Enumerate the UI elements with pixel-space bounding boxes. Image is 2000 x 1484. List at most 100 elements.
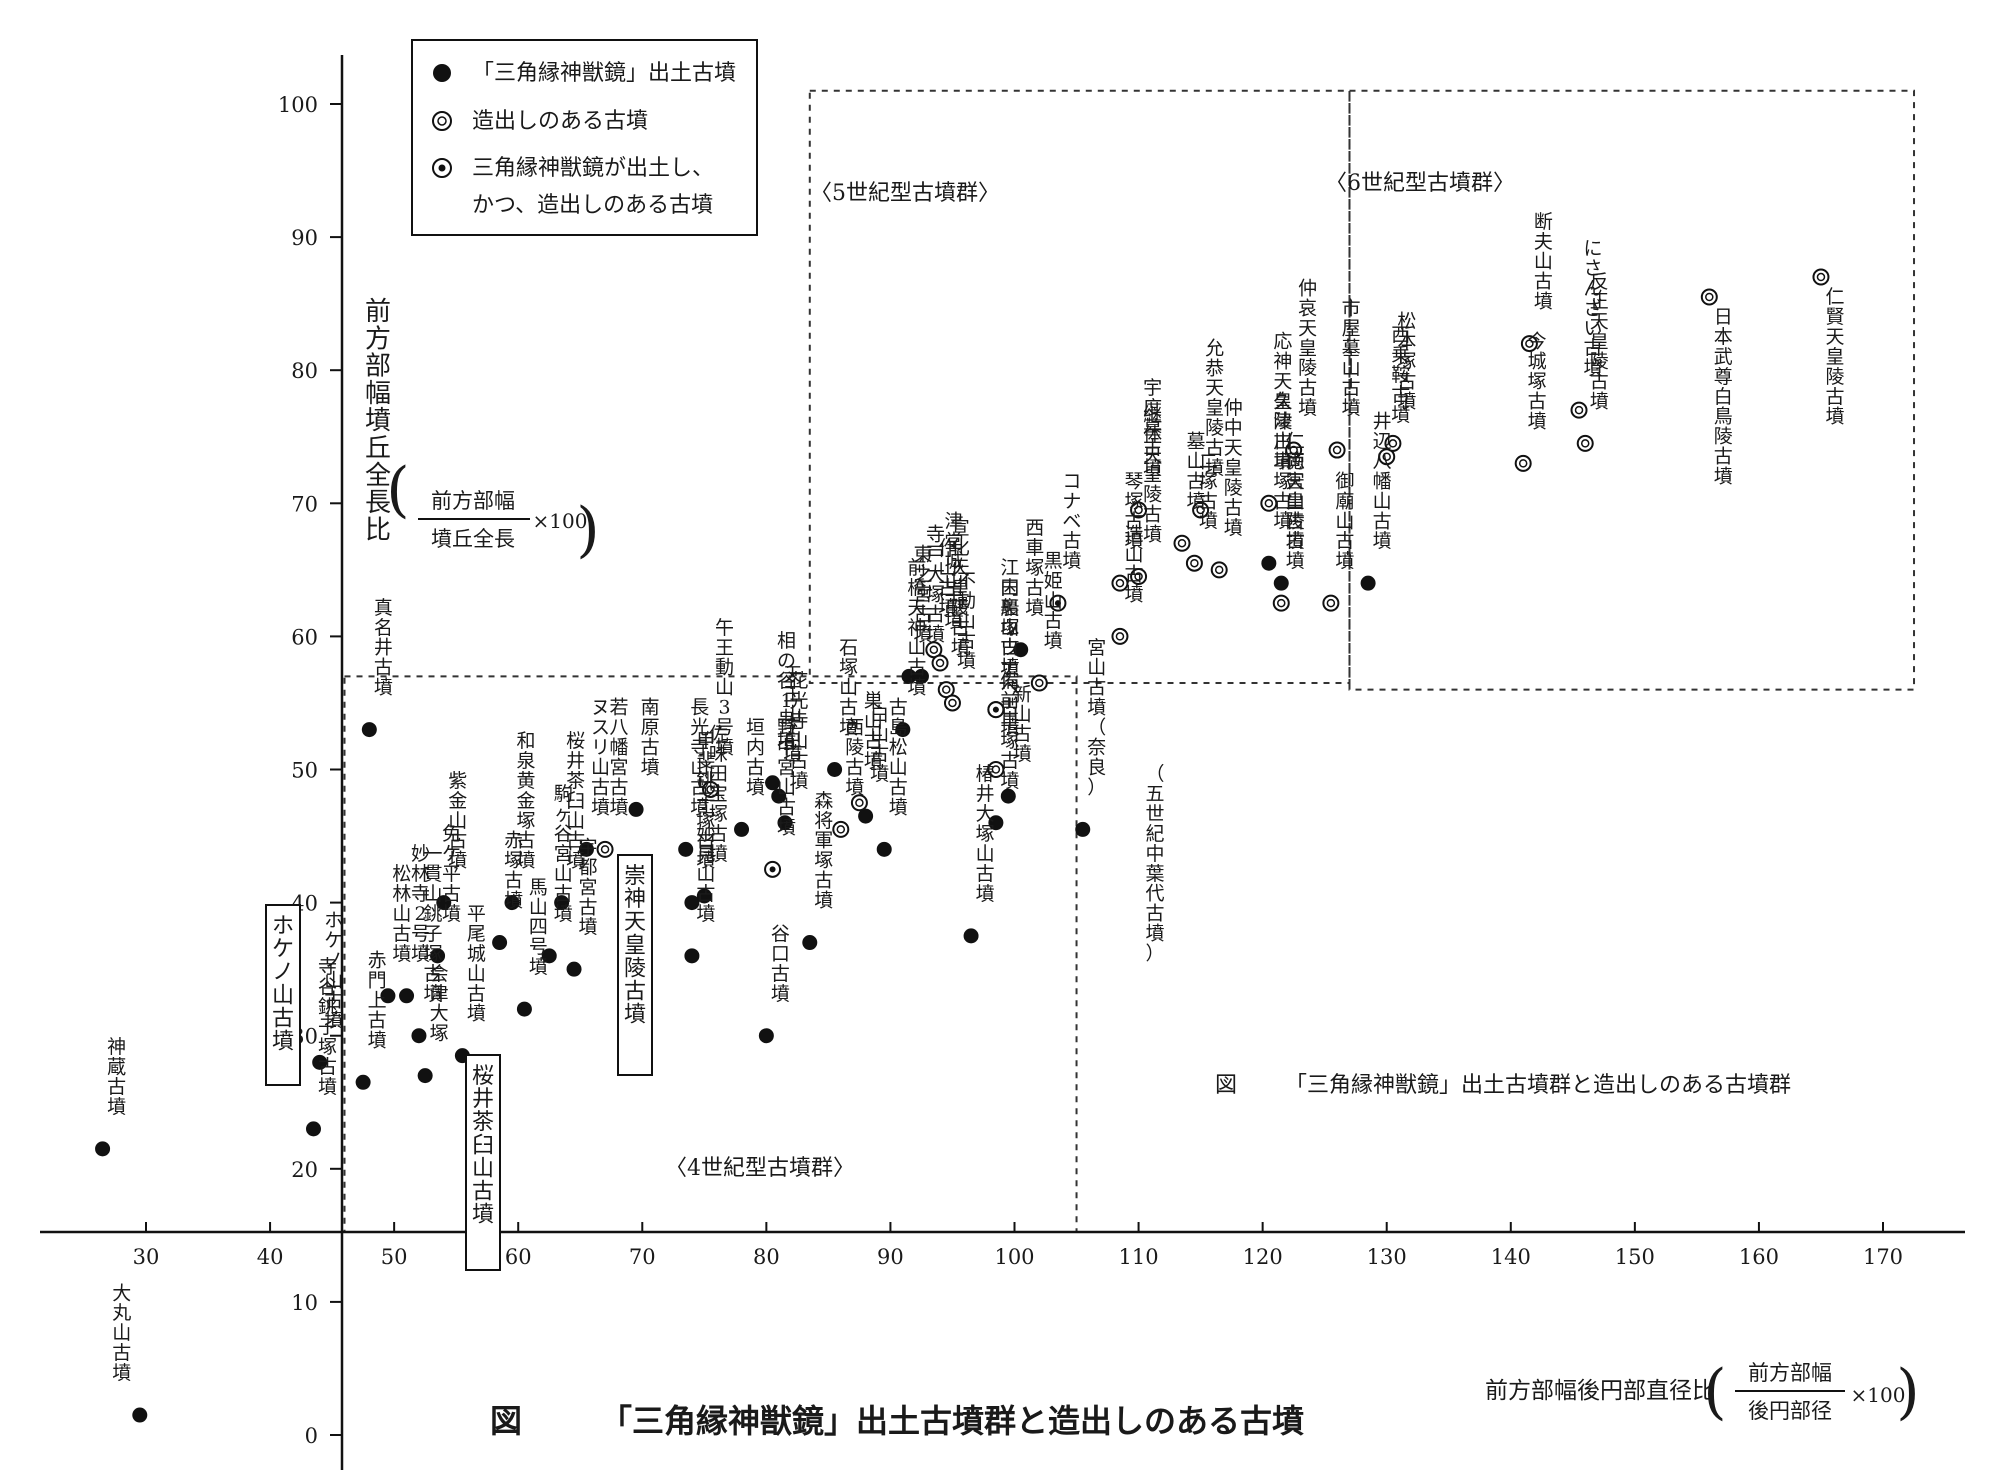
point-0-16-label: 駒ヶ谷宮山古墳: [554, 783, 573, 925]
point-0-43-label: 両宮山古墳: [1286, 450, 1305, 552]
point-labels-layer: 神蔵古墳大丸山古墳寺谷銚子塚古墳ホケノ山古墳赤門上古墳真名井古墳松林山古墳妙林寺…: [107, 211, 1844, 1384]
point-0-44-label: 井辺八幡山古墳: [1373, 411, 1392, 553]
point-0-20-marker: [628, 801, 644, 817]
points-layer: [95, 268, 1830, 1423]
point-1-22-label: 御廟山古墳: [1335, 470, 1354, 572]
point-0-33-label: 古島松山古墳: [889, 697, 908, 819]
region-layer: 〈4世紀型古墳群〉 〈5世紀型古墳群〉 〈6世紀型古墳群〉: [343, 89, 1916, 1233]
point-1-18-label: 仲中天皇陵古墳: [1224, 397, 1243, 539]
point-0-6-marker: [380, 988, 396, 1004]
point-0-19-marker: [578, 841, 594, 857]
point-0-34-marker: [895, 722, 911, 738]
point-1-16-marker-inner: [1190, 558, 1199, 568]
annotation-text-3: 桜井茶臼山古墳: [472, 1064, 494, 1228]
point-2-2-marker-dot: [1054, 600, 1061, 607]
point-1-13-label: 宇度墓古墳: [1143, 377, 1162, 479]
point-1-4-marker-inner: [929, 645, 939, 654]
point-0-2-label: 寺谷銚子塚古墳: [318, 956, 337, 1098]
x-tick-label-160: 160: [1739, 1245, 1779, 1269]
point-0-22-label: 甲斐銚子塚古墳: [696, 730, 715, 872]
point-2-0-marker-dot: [769, 866, 776, 873]
point-1-10-marker: [1030, 674, 1048, 692]
x-formula-lparen: (: [1703, 1357, 1726, 1427]
point-1-23-label: 市屋墓山古墳: [1342, 297, 1361, 419]
point-0-32-marker: [858, 808, 874, 824]
point-1-29-marker: [1570, 401, 1588, 419]
point-0-28-label: 天王山古墳: [783, 663, 802, 765]
point-0-38-marker: [988, 815, 1004, 831]
point-1-22-marker-inner: [1326, 598, 1336, 608]
y-tick-label-100: 100: [278, 93, 318, 117]
point-1-20-marker-inner: [1277, 598, 1286, 608]
point-1-1-marker: [702, 780, 720, 798]
point-0-23-label: 妙見山古墳: [696, 823, 715, 925]
point-1-13-marker: [1130, 501, 1148, 519]
point-1-23-marker: [1328, 441, 1346, 459]
point-0-8-marker: [411, 1028, 427, 1044]
point-1-27-marker-inner: [1525, 339, 1534, 348]
point-0-23-marker: [684, 948, 700, 964]
point-1-26-marker-inner: [1518, 459, 1528, 468]
point-0-37-label: 椿井大塚山古墳: [976, 763, 995, 905]
point-0-26-marker: [758, 1028, 774, 1044]
point-1-8-label: 江田船山古墳: [1000, 557, 1019, 679]
point-0-14-marker: [516, 1001, 532, 1017]
point-0-22-marker: [684, 895, 700, 911]
y-tick-label-80: 80: [291, 359, 318, 383]
point-0-41-marker: [1075, 821, 1091, 837]
point-1-11-label: 造山古墳: [1124, 524, 1143, 606]
title-figure: 図: [490, 1402, 522, 1440]
point-1-20-marker: [1272, 594, 1290, 612]
point-0-9-marker: [417, 1068, 433, 1084]
point-0-16-marker: [541, 948, 557, 964]
point-1-3-marker: [850, 794, 868, 812]
point-0-36-marker: [913, 668, 929, 684]
legend-label-2: 造出しのある古墳: [472, 109, 648, 134]
point-0-18-marker: [566, 961, 582, 977]
point-1-10-label: 黒姫山古墳: [1044, 550, 1063, 652]
point-1-4-label: 作山古墳: [938, 537, 957, 619]
point-1-15-marker-inner: [1177, 538, 1187, 548]
point-0-1-label: 大丸山古墳: [112, 1282, 131, 1384]
point-0-18-label: 宇都宮古墳: [579, 836, 598, 938]
point-1-18-marker-inner: [1214, 565, 1224, 575]
point-1-0-marker-inner: [600, 845, 610, 854]
point-1-9-label: ウワナベ古墳: [1000, 617, 1019, 739]
region-label-1: 〈4世紀型古墳群〉: [665, 1156, 855, 1181]
point-1-31-marker: [1812, 268, 1830, 286]
annotation-box-3: [465, 1054, 501, 1271]
point-2-1-label: 内裏塚古墳: [1000, 577, 1019, 679]
point-2-1-marker-dot: [992, 706, 999, 713]
point-1-12-label: 琴塚古墳: [1124, 470, 1143, 552]
point-0-8-label: 一貫山銚子塚古墳: [423, 843, 442, 1005]
point-1-19-marker: [1260, 494, 1278, 512]
point-0-24-label: 佐味田宝塚古墳: [709, 723, 728, 865]
point-0-5-label: 真名井古墳: [374, 597, 393, 699]
point-0-9-label: 会津大塚: [430, 963, 449, 1045]
y-tick-label-90: 90: [291, 226, 318, 250]
region-box-2: [808, 89, 1351, 684]
point-1-3-marker-inner: [855, 798, 864, 808]
point-0-7-marker: [399, 988, 415, 1004]
x-tick-label-110: 110: [1119, 1245, 1159, 1269]
point-1-26-marker: [1514, 454, 1532, 472]
point-0-10-marker: [430, 948, 446, 964]
point-1-28-marker: [1576, 434, 1594, 452]
point-0-34-label: 前橋天神山古墳: [907, 557, 926, 699]
point-0-24-marker: [696, 888, 712, 904]
point-0-0-marker: [95, 1141, 111, 1157]
point-0-38-label: 備前車塚古墳: [1000, 670, 1019, 792]
point-0-27-label: 相の谷 1 号墳: [777, 630, 796, 752]
point-1-9-marker-inner: [991, 765, 1001, 774]
point-0-40-marker: [1013, 642, 1029, 658]
point-0-35-label: 東之宮古墳: [914, 544, 933, 646]
region-box-1: [343, 675, 1078, 1233]
point-1-25-marker-inner: [1388, 439, 1398, 448]
annotation-box-2: [617, 854, 653, 1076]
y-tick-label-50: 50: [291, 759, 318, 783]
point-1-29-marker-inner: [1574, 405, 1584, 415]
point-1-28-marker-inner: [1580, 439, 1590, 448]
point-1-7-marker-inner: [948, 698, 957, 708]
point-0-29-label: 花光寺山古墳: [789, 670, 808, 792]
point-1-21-marker: [1285, 441, 1303, 459]
